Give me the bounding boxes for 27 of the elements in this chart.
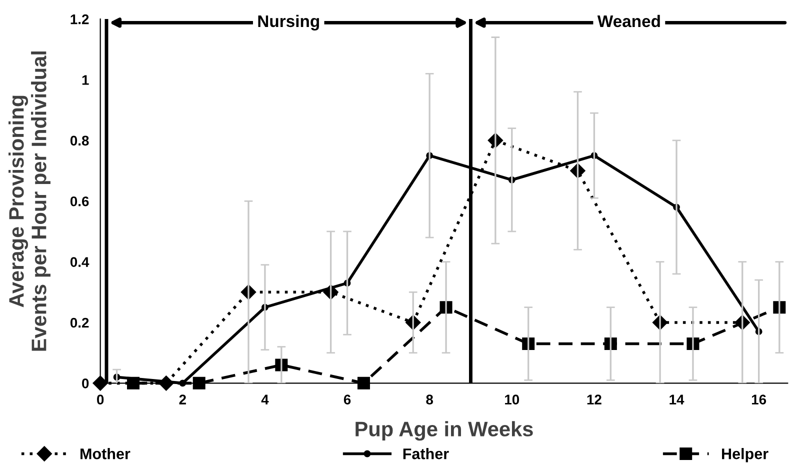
legend-label: Mother	[80, 448, 130, 460]
y-tick-label: 0	[82, 378, 89, 388]
x-tick-label: 8	[426, 394, 434, 404]
legend-label: Father	[403, 448, 449, 460]
y-tick-label: 0.8	[70, 136, 89, 146]
x-tick-label: 10	[505, 394, 520, 404]
annotation: Nursing	[258, 14, 319, 30]
point	[127, 376, 140, 390]
y-axis-title: Average Provisioning Events per Hour per Individual	[8, 52, 50, 351]
point	[192, 376, 206, 390]
point	[357, 376, 370, 390]
y-tick-label: 0.2	[70, 318, 89, 328]
x-axis-title: Pup Age in Weeks	[356, 421, 533, 441]
x-tick-label: 14	[670, 394, 684, 404]
x-tick-label: 12	[587, 394, 602, 404]
x-tick-label: 0	[97, 394, 104, 404]
annotation: Weaned	[597, 14, 660, 28]
x-tick-label: 6	[344, 394, 351, 404]
y-tick-label: 1.2	[70, 14, 89, 24]
y-tick-label: 1	[82, 75, 89, 85]
point	[92, 376, 108, 391]
y-tick-label: 0.6	[70, 196, 89, 206]
x-tick-label: 4	[261, 394, 269, 404]
y-tick-label: 0.4	[70, 257, 90, 267]
x-tick-label: 16	[752, 394, 766, 404]
legend-label: Helper	[722, 448, 768, 462]
x-tick-label: 2	[179, 394, 186, 404]
